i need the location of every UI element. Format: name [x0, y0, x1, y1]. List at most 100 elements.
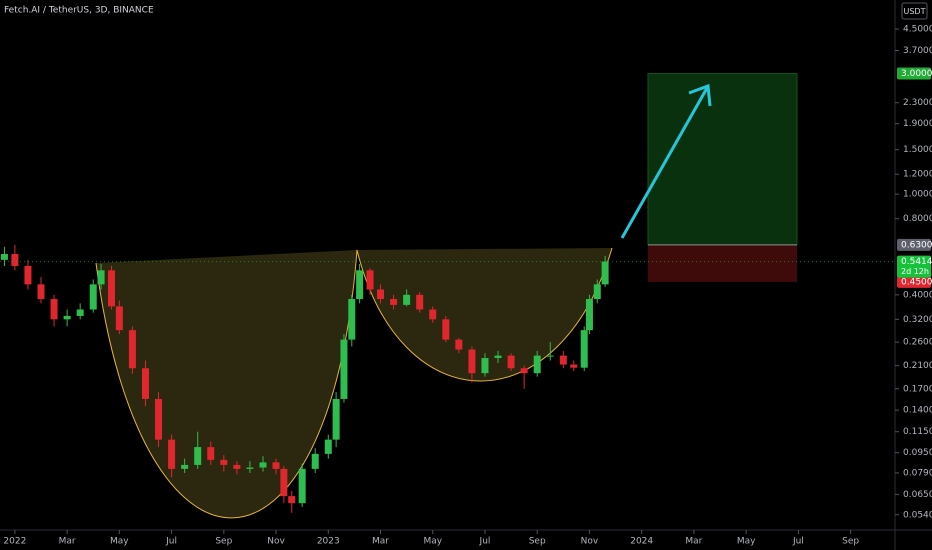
- x-tick-label: Mar: [372, 537, 389, 547]
- x-tick-label: 2023: [317, 537, 340, 547]
- x-tick-label: Jul: [792, 537, 804, 547]
- candle-body: [207, 447, 215, 460]
- candle-body: [356, 270, 364, 300]
- x-tick-label: Sep: [215, 537, 232, 547]
- candle-body: [108, 270, 116, 307]
- candle-body: [601, 261, 609, 285]
- candle-body: [429, 309, 437, 320]
- candle-body: [76, 309, 84, 316]
- price-label: 0.6300: [901, 240, 932, 250]
- candle-body: [585, 299, 593, 331]
- axes: 4.5000 3.7000 2.3000 1.9000 1.5000 1.2000 1.00…: [3, 25, 932, 547]
- candle-body: [0, 254, 8, 260]
- arrow: [620, 87, 709, 239]
- y-tick-label: 0.1400: [903, 406, 932, 416]
- x-tick-label: May: [737, 537, 756, 547]
- candle-body: [507, 355, 515, 369]
- y-tick-label: 2.3000: [903, 98, 932, 108]
- x-tick-label: Jul: [165, 537, 177, 547]
- price-label: 3.0000: [901, 69, 932, 79]
- x-tick-label: May: [423, 537, 442, 547]
- candle-body: [24, 266, 32, 285]
- x-tick-label: Jul: [479, 537, 491, 547]
- candle-body: [246, 467, 254, 469]
- y-tick-label: 0.0540: [903, 510, 932, 520]
- price-label-box: [897, 275, 931, 288]
- x-tick-label: Mar: [59, 537, 76, 547]
- candle-body: [570, 364, 578, 368]
- candle-body: [403, 294, 411, 305]
- last-price-box: [897, 255, 931, 278]
- y-tick-label: 4.5000: [903, 25, 932, 35]
- y-tick-label: 1.9000: [903, 119, 932, 129]
- candle-body: [233, 464, 241, 469]
- x-tick-label: 2022: [3, 537, 26, 547]
- y-tick-label: 0.2600: [903, 338, 932, 348]
- candle-body: [50, 299, 58, 320]
- candle-body: [97, 270, 105, 285]
- price-label: 0.4500: [901, 277, 932, 287]
- candle-body: [416, 294, 424, 310]
- candle-body: [63, 315, 71, 320]
- candle-body: [259, 462, 267, 468]
- candle-body: [155, 398, 163, 440]
- loss-zone: [648, 244, 797, 282]
- y-tick-label: 1.0000: [903, 190, 932, 200]
- x-tick-label: Nov: [581, 537, 599, 547]
- y-tick-label: 0.4000: [903, 290, 932, 300]
- candle-body: [377, 289, 385, 300]
- candle-body: [533, 355, 541, 374]
- countdown: 2d 12h: [901, 267, 929, 276]
- cup-area: [96, 250, 357, 518]
- candle-body: [272, 462, 280, 469]
- currency[interactable]: USDT: [904, 7, 926, 16]
- y-tick-label: 0.8000: [903, 214, 932, 224]
- candle-body: [546, 355, 554, 357]
- x-tick-label: Nov: [267, 537, 285, 547]
- handle-area: [357, 248, 612, 382]
- candle-body: [288, 496, 296, 504]
- candle-body: [366, 270, 374, 290]
- arrow-head: [688, 83, 712, 107]
- x-tick-label: Sep: [529, 537, 546, 547]
- candle-body: [442, 319, 450, 340]
- profit-zone: [647, 73, 798, 246]
- y-tick-label: 0.1150: [903, 427, 932, 437]
- candle-body: [324, 439, 332, 454]
- y-tick-label: 3.7000: [903, 46, 932, 56]
- candle-body: [280, 468, 288, 497]
- candle-body: [468, 349, 476, 374]
- candle-body: [11, 254, 19, 267]
- chart-title: Fetch.AI / TetherUS, 3D, BINANCE: [4, 6, 154, 16]
- candle-body: [494, 355, 502, 359]
- candle-body: [128, 330, 136, 369]
- y-tick-label: 1.5000: [903, 145, 932, 155]
- price-label-box: [897, 238, 931, 251]
- candle-body: [348, 299, 356, 340]
- candle-body: [559, 355, 567, 365]
- candle-body: [455, 339, 463, 350]
- price-label-box: [897, 67, 931, 80]
- candle-body: [390, 299, 398, 305]
- candle-body: [89, 284, 97, 310]
- y-tick-label: 0.0650: [903, 490, 932, 500]
- candle-body: [332, 398, 340, 440]
- y-tick-label: 0.0790: [903, 468, 932, 478]
- candle-body: [181, 464, 189, 469]
- x-tick-label: Mar: [685, 537, 702, 547]
- candle-body: [37, 284, 45, 300]
- candle-body: [168, 439, 176, 469]
- candle-body: [115, 306, 123, 331]
- y-tick-label: 0.3200: [903, 315, 932, 325]
- currency-box[interactable]: [901, 2, 928, 20]
- candle-body: [311, 453, 319, 469]
- candle-body: [520, 368, 528, 374]
- candle-body: [141, 368, 149, 399]
- last-price-label: 0.5414: [901, 257, 932, 267]
- candle-body: [220, 459, 228, 465]
- plot: [0, 73, 895, 513]
- y-tick-label: 0.2100: [903, 361, 932, 371]
- x-tick-label: Sep: [842, 537, 859, 547]
- candle-body: [593, 284, 601, 300]
